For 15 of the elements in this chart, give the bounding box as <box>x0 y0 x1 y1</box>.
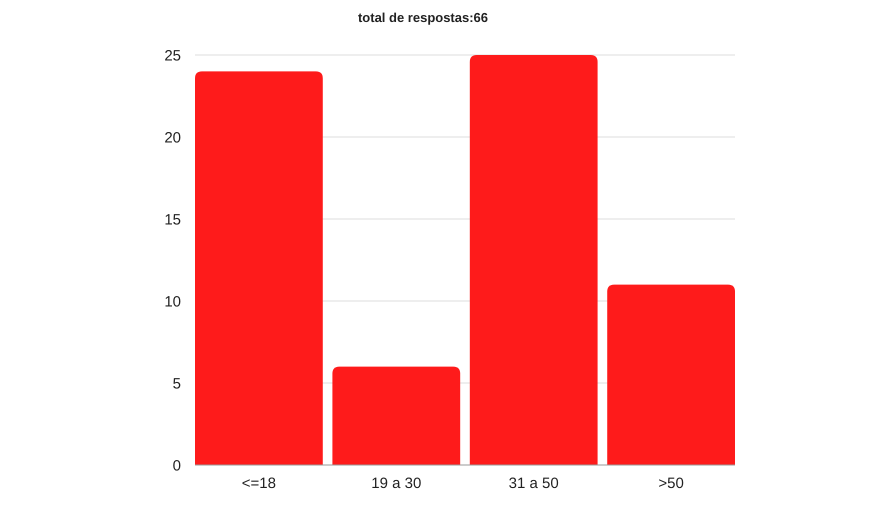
bar <box>470 55 598 465</box>
y-tick-label: 25 <box>164 47 181 64</box>
x-tick-label: 19 a 30 <box>371 475 422 492</box>
bar <box>332 366 460 465</box>
y-tick-label: 10 <box>164 293 181 310</box>
y-tick-label: 5 <box>172 375 181 392</box>
bar <box>195 71 323 465</box>
y-tick-label: 15 <box>164 211 181 228</box>
x-tick-label: <=18 <box>242 475 276 492</box>
y-tick-label: 0 <box>172 457 181 474</box>
x-tick-label: 31 a 50 <box>508 475 559 492</box>
chart-title: total de respostas:66 <box>358 10 488 25</box>
y-tick-label: 20 <box>164 129 181 146</box>
x-tick-label: >50 <box>658 475 684 492</box>
bar <box>607 284 735 465</box>
